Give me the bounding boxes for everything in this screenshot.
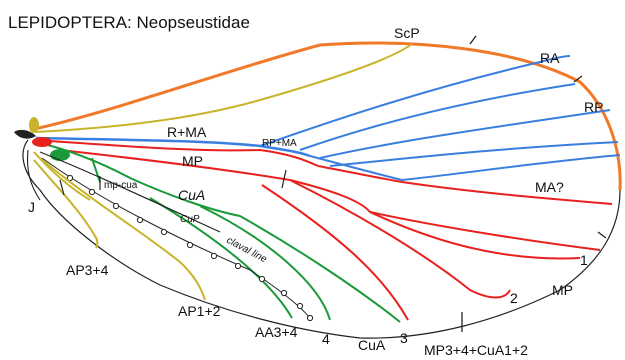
label-rp-ma: RP+MA [262,138,297,149]
basal-green-sclerite [50,149,70,161]
label-scp: ScP [394,25,420,41]
label-n2: 2 [510,290,518,306]
label-rp: RP [584,99,603,115]
label-n3: 3 [400,330,408,346]
vein-r-ma [35,136,311,158]
label-ap34: AP3+4 [66,262,109,278]
vein-rp-2 [319,109,611,159]
basal-red-sclerite [32,137,52,147]
vein-scp [35,43,413,133]
pointer-rp-ma [281,169,287,189]
vein-ma [317,165,613,205]
vein-ap34 [33,159,99,249]
claval-line-dots [66,174,314,322]
vein-cua-3 [239,215,401,323]
label-mp-right: MP [552,282,573,298]
vein-mp-lower [59,149,601,251]
label-mp-cua12: MP3+4+CuA1+2 [424,342,528,358]
diagram-title: LEPIDOPTERA: Neopseustidae [8,13,250,32]
label-r-ma: R+MA [167,124,207,140]
basal-dark-edge [14,129,36,139]
margin-tick-3 [597,231,607,239]
vein-ra [259,55,571,147]
vein-mp-branch-3 [261,184,409,321]
vein-ap12 [39,157,206,301]
jugal-tick [59,179,65,196]
costal-tick-2 [573,75,583,83]
label-ra: RA [540,50,560,66]
wing-outline [22,139,621,339]
vein-aa34 [149,197,293,319]
vein-anal-inner [33,151,91,201]
claval-line [41,157,311,319]
label-ma-q: MA? [535,179,564,195]
vein-cup [39,151,221,233]
vein-mp-branch-1 [369,211,581,260]
jugal-margin [26,149,41,201]
label-mp-cua: mp-cua [104,180,138,191]
basal-yellow-sclerite [29,117,39,133]
label-cua: CuA [358,337,386,353]
label-mp: MP [182,153,203,169]
label-ap12: AP1+2 [178,303,221,319]
vein-rp-1 [299,83,576,151]
label-cua-italic: CuA [178,187,205,203]
label-aa34: AA3+4 [255,324,298,340]
vein-mp-branch-2 [289,179,511,299]
costal-tick-1 [469,35,477,45]
label-j: J [28,199,35,215]
label-claval-line: claval line [225,235,269,266]
label-n1: 1 [580,252,588,268]
vein-cua-4 [199,205,331,321]
label-cup: CuP [180,214,200,225]
vein-rp-3 [329,141,619,167]
vein-mp-stem [35,139,319,167]
label-n4: 4 [322,331,330,347]
vein-rp-ma [309,154,621,182]
